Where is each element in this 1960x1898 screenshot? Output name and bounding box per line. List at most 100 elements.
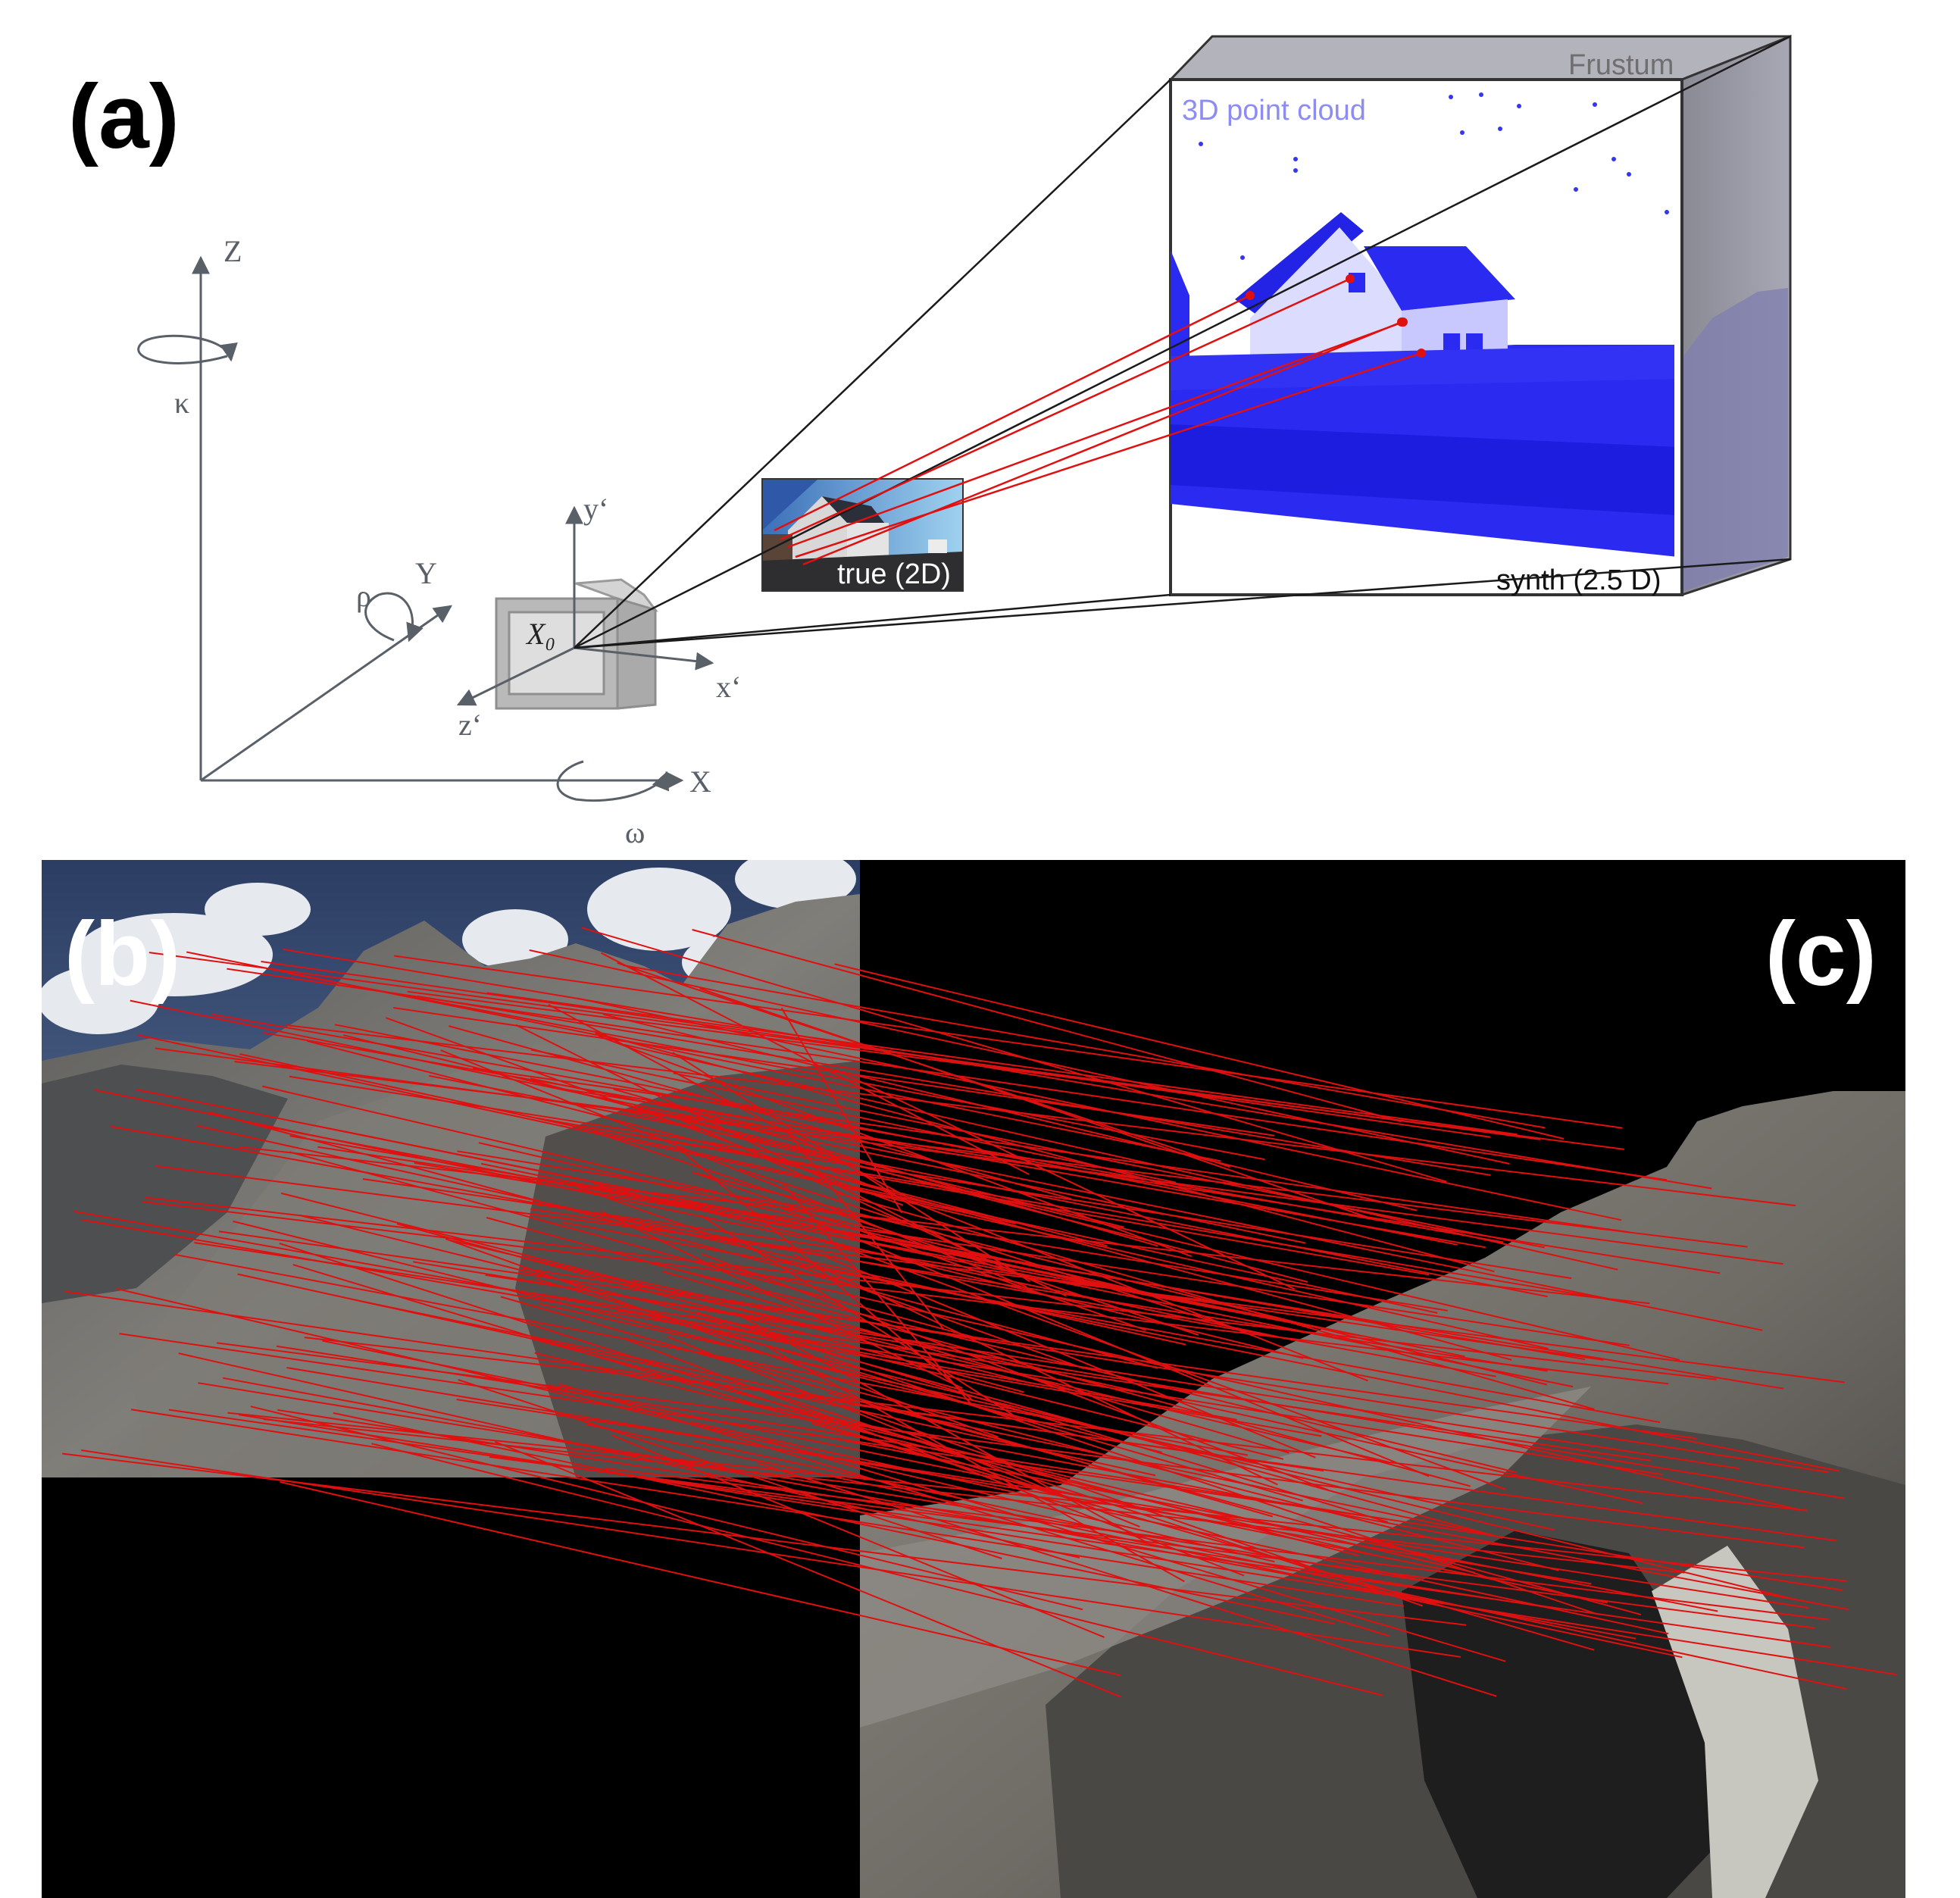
match-line <box>280 1481 1121 1676</box>
match-line <box>701 1252 1329 1491</box>
match-line <box>581 927 1447 1183</box>
match-line <box>486 992 1518 1136</box>
match-line <box>142 1200 1669 1385</box>
match-line <box>836 1069 1296 1290</box>
omega-label: ω <box>625 815 645 849</box>
kappa-label: κ <box>174 386 189 420</box>
match-line <box>623 965 1546 1129</box>
match-line <box>668 1113 1067 1297</box>
match-line <box>155 1165 1845 1384</box>
match-line <box>218 1230 1697 1440</box>
camera-z-label: z‘ <box>458 708 482 742</box>
match-line <box>603 1013 1418 1212</box>
match-line <box>714 1263 1797 1510</box>
match-line <box>624 1043 1618 1271</box>
panel-b: (b) (c) <box>42 860 1905 1898</box>
match-line <box>787 321 1404 549</box>
match-line <box>774 294 1251 532</box>
match-line <box>692 929 1402 1123</box>
y-axis-label: Y <box>415 556 437 590</box>
match-line <box>429 1074 1548 1298</box>
match-line <box>729 1399 1849 1611</box>
match-line <box>238 1414 1897 1676</box>
match-line <box>456 1399 1809 1609</box>
match-line <box>285 1024 1796 1207</box>
match-line <box>394 955 1623 1129</box>
match-line <box>604 1467 1829 1621</box>
camera-y-label: y‘ <box>583 492 608 526</box>
match-line <box>239 1053 1438 1314</box>
match-line <box>288 972 1265 1161</box>
match-line <box>317 1146 1630 1346</box>
match-line <box>289 1151 981 1340</box>
match-line <box>616 1309 1663 1476</box>
match-line <box>704 1141 1512 1361</box>
match-line <box>733 1311 1148 1543</box>
match-line <box>765 1440 1506 1662</box>
rho-rotation-arrow <box>364 592 424 643</box>
match-line <box>826 1255 1316 1459</box>
match-line <box>500 1296 1274 1518</box>
z-axis-label: Z <box>224 234 242 268</box>
match-line <box>696 1312 1389 1523</box>
frustum-title: Frustum <box>1568 49 1674 81</box>
match-line <box>407 990 1624 1150</box>
match-line <box>80 1218 1322 1437</box>
match-line <box>689 1421 1669 1635</box>
match-line <box>631 1133 1631 1304</box>
match-line <box>780 277 1351 541</box>
match-line <box>624 1337 1245 1577</box>
match-point <box>1417 349 1426 358</box>
match-line <box>585 1423 1683 1659</box>
match-line <box>595 1032 1495 1273</box>
match-line <box>485 1274 1740 1470</box>
match-line <box>234 1061 1748 1248</box>
match-line <box>529 949 1510 1165</box>
match-line <box>130 1409 1405 1607</box>
match-line <box>536 1278 1303 1502</box>
match-line <box>620 1108 1680 1361</box>
match-line <box>362 1178 1604 1361</box>
match-line <box>802 321 1402 566</box>
match-line <box>558 1383 1390 1637</box>
match-line <box>276 1345 1843 1591</box>
match-line <box>279 1243 1096 1507</box>
match-line <box>763 1390 1321 1573</box>
match-point <box>1397 317 1406 327</box>
match-point <box>1246 291 1255 300</box>
match-line <box>81 1449 1461 1658</box>
point-cloud-render <box>1171 92 1674 557</box>
match-line <box>334 1024 1458 1246</box>
match-line <box>522 1267 1829 1473</box>
match-line <box>842 1186 1549 1349</box>
omega-rotation-arrow <box>556 760 670 802</box>
panel-a: (a) Z X Y κ ρ ω y‘ <box>68 34 1792 849</box>
match-line <box>414 1162 1784 1390</box>
panel-bc-matches <box>61 927 1897 1698</box>
match-line <box>208 1111 1158 1369</box>
match-line <box>289 1075 1572 1280</box>
panel-a-label: (a) <box>68 66 180 167</box>
synth-label: synth (2.5 D) <box>1496 564 1661 596</box>
match-line <box>577 997 1622 1221</box>
match-line <box>693 1440 1847 1690</box>
match-line <box>110 1125 1496 1377</box>
match-line <box>494 1440 1122 1698</box>
match-line <box>739 1168 1234 1329</box>
world-axes <box>137 255 684 802</box>
match-line <box>457 1150 1449 1312</box>
match-line <box>538 1302 1555 1531</box>
match-line <box>578 1187 1085 1370</box>
match-line <box>217 1342 1805 1549</box>
match-line <box>775 1406 1475 1574</box>
panel-a-matches <box>774 274 1426 566</box>
panel-c-label: (c) <box>1765 903 1877 1005</box>
camera-x-label: x‘ <box>716 670 741 704</box>
y-axis <box>200 605 452 782</box>
match-line <box>530 1049 1177 1184</box>
match-line <box>847 1402 1837 1542</box>
match-point <box>1346 274 1355 283</box>
kappa-rotation-arrow <box>137 334 238 364</box>
match-line <box>137 1034 1016 1224</box>
camera-origin-label: X₀ <box>525 617 555 651</box>
